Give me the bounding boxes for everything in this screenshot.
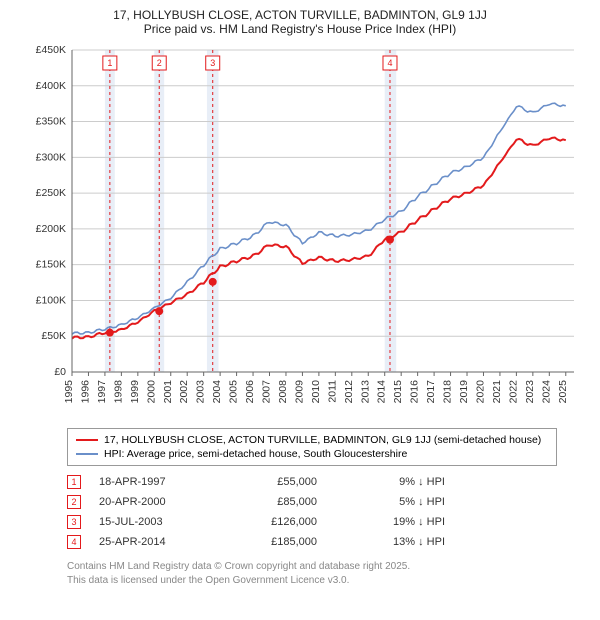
x-axis-label: 2019 <box>458 380 470 404</box>
sale-dot <box>155 307 163 315</box>
x-axis-label: 2015 <box>392 380 404 404</box>
legend-item: 17, HOLLYBUSH CLOSE, ACTON TURVILLE, BAD… <box>76 433 548 447</box>
x-axis-label: 2006 <box>244 380 256 404</box>
x-axis-label: 2017 <box>425 380 437 404</box>
legend-label: 17, HOLLYBUSH CLOSE, ACTON TURVILLE, BAD… <box>104 434 541 446</box>
chart-container: 17, HOLLYBUSH CLOSE, ACTON TURVILLE, BAD… <box>0 0 600 620</box>
event-date: 20-APR-2000 <box>99 496 209 508</box>
legend-swatch <box>76 439 98 441</box>
legend-item: HPI: Average price, semi-detached house,… <box>76 447 548 461</box>
chart-area: £0 £50K £100K £150K £200K £250K £300K £350K £400… <box>22 42 582 422</box>
y-axis-label: £250K <box>36 187 66 199</box>
y-axis-label: £350K <box>36 116 66 128</box>
x-axis-label: 2016 <box>409 380 421 404</box>
series-hpi <box>72 103 566 334</box>
x-axis-label: 2025 <box>557 380 569 404</box>
chart-svg: £0 £50K £100K £150K £200K £250K £300K £350K £400… <box>22 42 582 422</box>
y-axis-label: £150K <box>36 259 66 271</box>
event-marker-num: 1 <box>67 475 81 489</box>
x-axis-label: 2010 <box>310 380 322 404</box>
series-price_paid <box>72 138 566 339</box>
x-axis-label: 1999 <box>129 380 141 404</box>
y-axis-label: £50K <box>41 330 66 342</box>
event-price: £185,000 <box>227 536 317 548</box>
x-axis-label: 1995 <box>63 380 75 404</box>
event-marker-num: 1 <box>107 58 112 68</box>
x-axis-label: 2020 <box>474 380 486 404</box>
event-price: £126,000 <box>227 516 317 528</box>
x-axis-label: 2009 <box>293 380 305 404</box>
footer-text: Contains HM Land Registry data © Crown c… <box>67 560 588 587</box>
event-row: 2 20-APR-2000 £85,000 5% ↓ HPI <box>67 492 588 512</box>
event-marker-num: 3 <box>67 515 81 529</box>
sale-dot <box>106 329 114 337</box>
sale-dot <box>386 236 394 244</box>
x-axis-label: 2012 <box>343 380 355 404</box>
x-axis-label: 2004 <box>211 380 223 404</box>
x-axis-label: 1996 <box>79 380 91 404</box>
x-axis-label: 1997 <box>96 380 108 404</box>
x-axis-label: 2023 <box>524 380 536 404</box>
y-axis-label: £200K <box>36 223 66 235</box>
y-axis-label: £450K <box>36 44 66 56</box>
event-diff: 9% ↓ HPI <box>335 476 445 488</box>
event-marker-num: 3 <box>210 58 215 68</box>
x-axis-label: 2005 <box>228 380 240 404</box>
chart-title: 17, HOLLYBUSH CLOSE, ACTON TURVILLE, BAD… <box>12 8 588 22</box>
x-axis-label: 2011 <box>326 380 338 403</box>
x-axis-label: 2002 <box>178 380 190 404</box>
y-axis-label: £300K <box>36 151 66 163</box>
x-axis-label: 2000 <box>145 380 157 404</box>
x-axis-label: 2007 <box>261 380 273 404</box>
event-list: 1 18-APR-1997 £55,000 9% ↓ HPI 2 20-APR-2000 £… <box>67 472 588 552</box>
y-axis-label: £0 <box>54 366 66 378</box>
x-axis-label: 2018 <box>442 380 454 404</box>
legend-label: HPI: Average price, semi-detached house,… <box>104 448 407 460</box>
footer-line: This data is licensed under the Open Gov… <box>67 574 588 588</box>
event-diff: 13% ↓ HPI <box>335 536 445 548</box>
y-axis-label: £100K <box>36 294 66 306</box>
legend: 17, HOLLYBUSH CLOSE, ACTON TURVILLE, BAD… <box>67 428 557 466</box>
event-row: 1 18-APR-1997 £55,000 9% ↓ HPI <box>67 472 588 492</box>
x-axis-label: 1998 <box>112 380 124 404</box>
x-axis-label: 2008 <box>277 380 289 404</box>
footer-line: Contains HM Land Registry data © Crown c… <box>67 560 588 574</box>
x-axis-label: 2022 <box>507 380 519 404</box>
x-axis-label: 2024 <box>540 380 552 404</box>
event-diff: 5% ↓ HPI <box>335 496 445 508</box>
event-row: 4 25-APR-2014 £185,000 13% ↓ HPI <box>67 532 588 552</box>
event-price: £85,000 <box>227 496 317 508</box>
event-date: 15-JUL-2003 <box>99 516 209 528</box>
event-date: 18-APR-1997 <box>99 476 209 488</box>
event-marker-num: 2 <box>67 495 81 509</box>
event-marker-num: 4 <box>387 58 392 68</box>
x-axis-label: 2003 <box>195 380 207 404</box>
y-axis-label: £400K <box>36 80 66 92</box>
event-diff: 19% ↓ HPI <box>335 516 445 528</box>
event-row: 3 15-JUL-2003 £126,000 19% ↓ HPI <box>67 512 588 532</box>
chart-subtitle: Price paid vs. HM Land Registry's House … <box>12 22 588 36</box>
legend-swatch <box>76 453 98 455</box>
event-date: 25-APR-2014 <box>99 536 209 548</box>
x-axis-label: 2001 <box>162 380 174 404</box>
x-axis-label: 2021 <box>491 380 503 404</box>
event-marker-num: 2 <box>157 58 162 68</box>
event-price: £55,000 <box>227 476 317 488</box>
event-marker-num: 4 <box>67 535 81 549</box>
x-axis-label: 2014 <box>376 380 388 404</box>
sale-dot <box>209 278 217 286</box>
x-axis-label: 2013 <box>359 380 371 404</box>
